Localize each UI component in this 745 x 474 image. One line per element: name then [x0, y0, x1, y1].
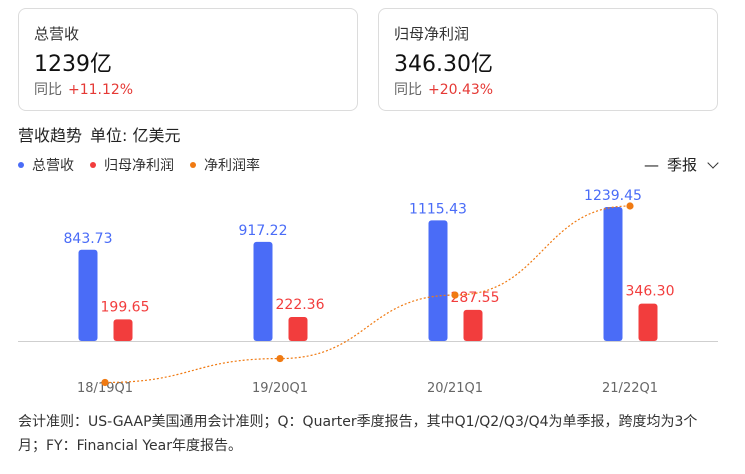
data-label-net-profit-20/21Q1: 287.55: [451, 290, 500, 306]
legend-dot-margin: [190, 162, 196, 168]
legend-item-net-profit[interactable]: 归母净利润: [90, 155, 174, 175]
legend-dot-net-profit: [90, 162, 96, 168]
revenue-yoy-value: +11.12%: [68, 82, 134, 98]
legend-label-margin: 净利润率: [204, 158, 260, 174]
data-label-net-profit-21/22Q1: 346.30: [626, 284, 675, 300]
legend-label-revenue: 总营收: [32, 158, 74, 174]
point-margin-18/19Q1: [101, 378, 109, 387]
x-tick-label-18/19Q1: 18/19Q1: [77, 381, 133, 396]
chart-legend: 总营收 归母净利润 净利润率: [18, 155, 260, 175]
section-unit: 单位: 亿美元: [90, 126, 181, 145]
bar-net-profit-21/22Q1: [638, 303, 658, 341]
net-profit-card: 归母净利润 346.30亿 同比 +20.43%: [378, 8, 718, 111]
net-profit-card-label: 归母净利润: [394, 25, 470, 43]
net-profit-yoy-label: 同比: [394, 82, 422, 98]
revenue-yoy-label: 同比: [34, 82, 62, 98]
bar-revenue-19/20Q1: [253, 241, 273, 341]
point-margin-21/22Q1: [626, 202, 634, 210]
bar-revenue-21/22Q1: [603, 207, 623, 341]
bar-revenue-18/19Q1: [78, 249, 98, 341]
data-label-revenue-19/20Q1: 917.22: [239, 223, 288, 239]
revenue-card: 总营收 1239亿 同比 +11.12%: [18, 8, 358, 111]
data-label-revenue-20/21Q1: 1115.43: [409, 201, 467, 217]
legend-label-net-profit: 归母净利润: [104, 158, 174, 174]
line-series-margin: [104, 205, 631, 384]
data-label-revenue-18/19Q1: 843.73: [64, 231, 113, 247]
footnote: 会计准则：US-GAAP美国通用会计准则；Q：Quarter季度报告，其中Q1/…: [18, 414, 698, 454]
period-dash: —: [643, 155, 659, 174]
revenue-chart: 843.73 199.65 18/19Q1 917.22 222.36 19/20Q1 11…: [18, 188, 718, 396]
revenue-card-yoy: 同比 +11.12%: [34, 79, 133, 99]
point-margin-20/21Q1: [451, 291, 459, 299]
period-selector-value: 季报: [666, 156, 697, 174]
x-tick-label-21/22Q1: 21/22Q1: [602, 381, 658, 396]
legend-item-revenue[interactable]: 总营收: [18, 155, 74, 175]
revenue-card-value: 1239亿: [34, 52, 112, 77]
chevron-down-icon: [707, 156, 719, 169]
net-profit-yoy-value: +20.43%: [428, 82, 494, 98]
bar-net-profit-19/20Q1: [288, 316, 308, 341]
point-margin-19/20Q1: [276, 354, 284, 363]
legend-item-margin[interactable]: 净利润率: [190, 155, 260, 175]
x-tick-label-19/20Q1: 19/20Q1: [252, 381, 308, 396]
bar-revenue-20/21Q1: [428, 220, 448, 341]
section-title-text: 营收趋势: [18, 126, 83, 145]
legend-dot-revenue: [18, 162, 24, 168]
bar-net-profit-18/19Q1: [113, 319, 133, 341]
net-profit-card-yoy: 同比 +20.43%: [394, 79, 493, 99]
section-title: 营收趋势 单位: 亿美元: [18, 122, 181, 146]
data-label-net-profit-19/20Q1: 222.36: [276, 297, 325, 313]
revenue-card-label: 总营收: [34, 25, 80, 43]
net-profit-card-value: 346.30亿: [394, 52, 493, 77]
data-label-revenue-21/22Q1: 1239.45: [584, 188, 642, 204]
x-tick-label-20/21Q1: 20/21Q1: [427, 381, 483, 396]
data-label-net-profit-18/19Q1: 199.65: [101, 299, 150, 315]
bar-net-profit-20/21Q1: [463, 309, 483, 341]
period-selector[interactable]: — 季报: [643, 154, 719, 175]
